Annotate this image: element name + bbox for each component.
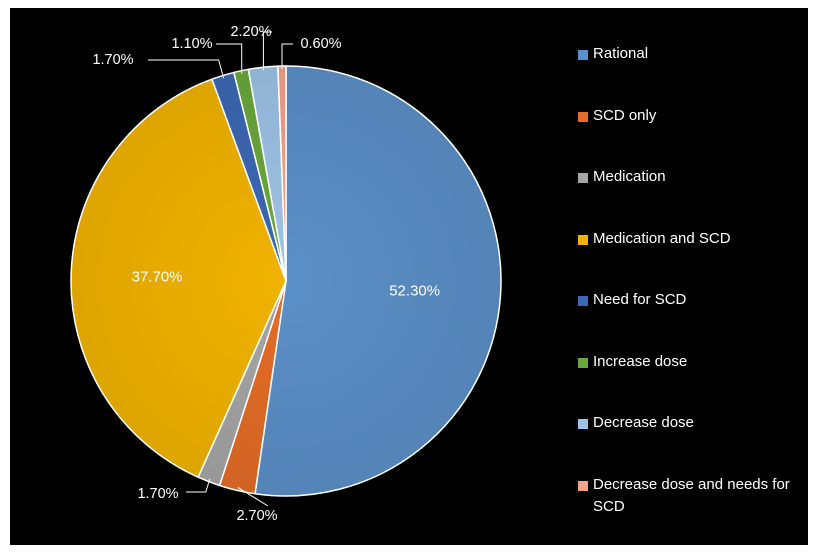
legend-label-decrease-dose-and-needs-for-scd: Decrease dose and needs for SCD [593,475,790,515]
legend-swatch-scd-only [578,111,588,122]
legend-item-scd-only: SCD only [578,106,814,127]
pie-slice-rational [254,65,502,497]
legend-label-need-for-scd: Need for SCD [593,291,687,308]
legend-item-increase-dose: Increase dose [578,352,814,373]
legend-label-increase-dose: Increase dose [593,352,688,370]
legend-item-medication: Medication [578,168,814,188]
legend-item-decrease-dose: Decrease dose [578,414,814,434]
legend-label-rational: Rational [593,45,649,62]
legend-label-medication-and-scd: Medication and SCD [593,229,731,247]
legend-item-need-for-scd: Need for SCD [578,291,814,311]
legend-swatch-need-for-scd [578,296,588,306]
legend-swatch-decrease-dose [578,419,588,429]
data-label-rational: 52.30% [389,282,440,299]
legend-label-decrease-dose: Decrease dose [593,414,694,431]
leader-line-decrease-dose [262,31,272,71]
leader-line-decrease-dose-and-needs-for-scd [281,43,293,70]
legend-item-rational: Rational [578,45,814,65]
legend-label-scd-only: SCD only [593,106,657,124]
data-label-need-for-scd: 1.70% [92,52,133,68]
data-label-decrease-dose: 2.20% [230,24,271,40]
legend-swatch-medication-and-scd [578,234,588,245]
legend-swatch-increase-dose [578,357,588,368]
data-label-medication: 1.70% [137,486,178,502]
legend-item-medication-and-scd: Medication and SCD [578,229,814,250]
legend-swatch-decrease-dose-and-needs-for-scd [578,480,588,491]
legend-swatch-rational [578,50,588,60]
leader-line-need-for-scd [148,59,225,79]
legend-swatch-medication [578,173,588,183]
data-label-increase-dose: 1.10% [171,36,212,52]
legend-label-medication: Medication [593,168,666,185]
data-label-decrease-dose-and-needs-for-scd: 0.60% [300,36,341,52]
legend-item-decrease-dose-and-needs-for-scd: Decrease dose and needs for SCD [578,475,814,518]
leader-line-scd-only [237,487,269,507]
data-label-scd-only: 2.70% [236,508,277,524]
pie-chart: 52.30% 2.70% 1.70% 37.70% 1.70% 1.10% 2.20% 0.6… [70,24,502,524]
leader-line-medication [186,478,211,493]
leader-line-increase-dose [216,43,243,74]
chart-area: 52.30% 2.70% 1.70% 37.70% 1.70% 1.10% 2.20% 0.6… [10,8,808,545]
data-label-medication-and-scd: 37.70% [132,269,183,286]
pie-slice-medication-and-scd [70,78,287,478]
